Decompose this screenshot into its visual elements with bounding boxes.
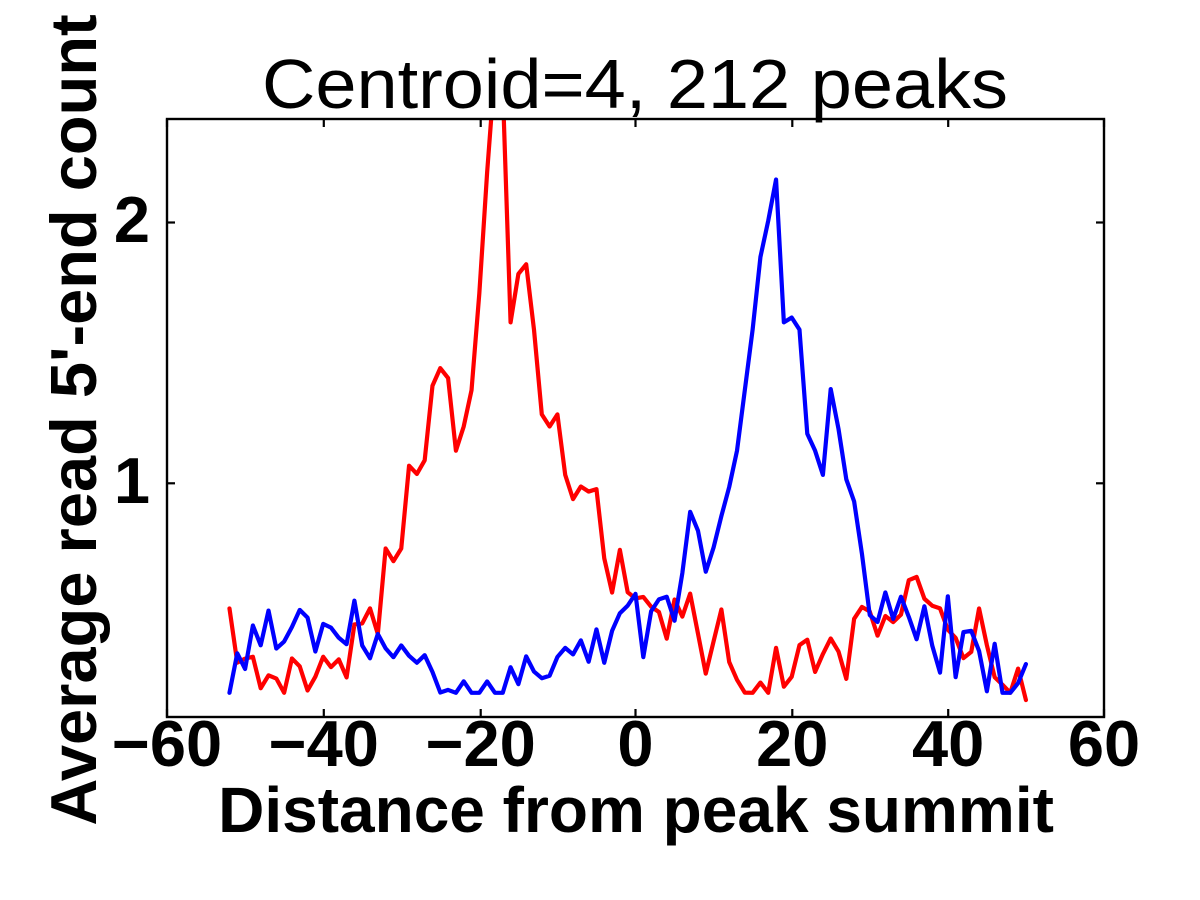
- svg-text:−40: −40: [269, 707, 379, 780]
- svg-text:Average read 5'-end count: Average read 5'-end count: [37, 14, 110, 825]
- svg-text:20: 20: [756, 707, 828, 780]
- svg-text:2: 2: [114, 183, 150, 256]
- svg-text:60: 60: [1068, 707, 1140, 780]
- svg-text:1: 1: [114, 444, 150, 517]
- svg-text:40: 40: [912, 707, 984, 780]
- svg-text:−60: −60: [112, 707, 222, 780]
- svg-text:−20: −20: [426, 707, 536, 780]
- svg-text:Centroid=4, 212 peaks: Centroid=4, 212 peaks: [262, 45, 1008, 123]
- svg-text:0: 0: [617, 707, 653, 780]
- svg-text:Distance from peak summit: Distance from peak summit: [218, 774, 1054, 846]
